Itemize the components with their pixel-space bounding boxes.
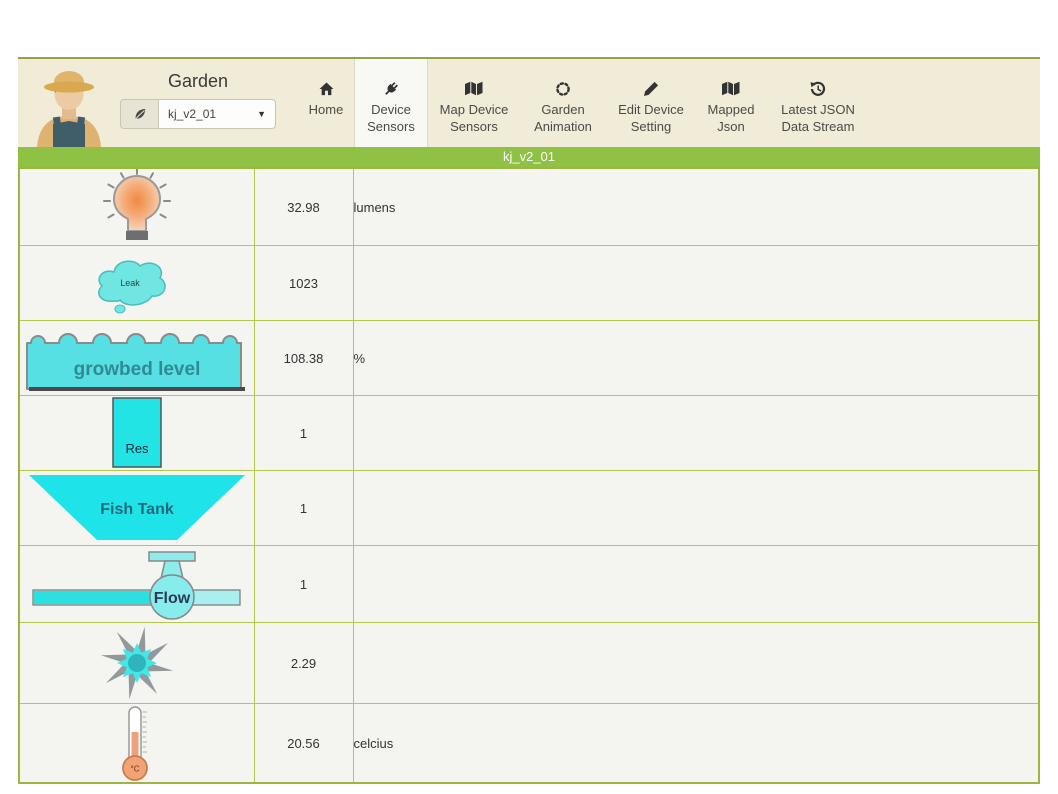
- sensor-unit: [352, 622, 1040, 704]
- sensor-row-leak: Leak 1023: [18, 245, 1040, 321]
- nav-label: Latest JSON Data Stream: [781, 102, 855, 134]
- device-title-banner: kj_v2_01: [18, 147, 1040, 167]
- sensor-value: 108.38: [253, 320, 354, 396]
- fish-tank-icon: Fish Tank: [28, 475, 245, 540]
- nav-label: Home: [308, 102, 344, 117]
- nav-item-device-sensors[interactable]: Device Sensors: [354, 59, 428, 147]
- flow-label: Flow: [154, 590, 191, 607]
- sensor-icon-cell: growbed level: [18, 320, 255, 396]
- sensor-icon-cell: [18, 622, 255, 704]
- plug-icon: [383, 79, 399, 98]
- device-select[interactable]: kj_v2_01 ▼: [158, 99, 276, 129]
- page-container: Garden kj_v2_01 ▼: [18, 57, 1040, 784]
- leaf-icon: [134, 109, 145, 120]
- map-icon: [465, 79, 483, 98]
- sensor-row-light: 32.98 lumens: [18, 167, 1040, 246]
- reservoir-icon: Res: [112, 397, 162, 468]
- sensor-icon-cell: Leak: [18, 245, 255, 321]
- sensor-value: 32.98: [253, 167, 354, 246]
- nav-label: Edit Device Setting: [618, 102, 684, 134]
- reservoir-label: Res: [125, 441, 149, 456]
- nav-label: Device Sensors: [367, 102, 415, 134]
- brand-section: Garden kj_v2_01 ▼: [18, 59, 282, 147]
- sensor-row-flow: Flow 1: [18, 545, 1040, 623]
- fish-tank-label: Fish Tank: [100, 501, 174, 518]
- farmer-avatar: [26, 61, 112, 147]
- nav-item-garden-animation[interactable]: Garden Animation: [520, 59, 606, 147]
- history-icon: [810, 79, 826, 98]
- sensor-table: 32.98 lumens Leak 1023 growbed level: [18, 167, 1040, 784]
- sensor-unit: %: [352, 320, 1040, 396]
- sensor-row-reservoir: Res 1: [18, 395, 1040, 471]
- sensor-value: 20.56: [253, 703, 354, 784]
- chevron-down-icon: ▼: [257, 109, 266, 119]
- leaf-addon: [120, 99, 158, 129]
- sensor-icon-cell: °C: [18, 703, 255, 784]
- sensor-icon-cell: Fish Tank: [18, 470, 255, 546]
- nav-label: Map Device Sensors: [439, 102, 509, 134]
- impeller-icon: [100, 626, 173, 700]
- spinner-icon: [555, 79, 571, 98]
- sensor-icon-cell: Flow: [18, 545, 255, 623]
- sensor-row-growbed-level: growbed level 108.38 %: [18, 320, 1040, 396]
- sensor-unit: lumens: [352, 167, 1040, 246]
- sensor-unit: celcius: [352, 703, 1040, 784]
- nav-item-edit-device-setting[interactable]: Edit Device Setting: [606, 59, 696, 147]
- sensor-value: 1023: [253, 245, 354, 321]
- sensor-value: 1: [253, 470, 354, 546]
- device-select-value: kj_v2_01: [168, 107, 217, 121]
- nav-item-mapped-json[interactable]: Mapped Json: [696, 59, 766, 147]
- sensor-value: 1: [253, 545, 354, 623]
- app-title: Garden: [167, 71, 229, 91]
- sensor-unit: [352, 470, 1040, 546]
- sensor-unit: [352, 395, 1040, 471]
- map-icon: [722, 79, 740, 98]
- sensor-value: 2.29: [253, 622, 354, 704]
- brand-column: Garden kj_v2_01 ▼: [114, 59, 282, 129]
- sensor-unit: [352, 245, 1040, 321]
- pencil-icon: [643, 79, 659, 98]
- nav-item-map-device-sensors[interactable]: Map Device Sensors: [428, 59, 520, 147]
- leak-cloud-icon: Leak: [97, 260, 166, 314]
- flow-valve-icon: Flow: [32, 551, 241, 620]
- growbed-level-icon: growbed level: [25, 333, 245, 391]
- nav-item-home[interactable]: Home: [298, 59, 354, 147]
- farmer-avatar-icon: [37, 71, 101, 147]
- sensor-icon-cell: [18, 167, 255, 246]
- device-select-group: kj_v2_01 ▼: [120, 99, 276, 129]
- leak-label: Leak: [120, 278, 140, 288]
- sensor-row-fish-tank: Fish Tank 1: [18, 470, 1040, 546]
- app-header: Garden kj_v2_01 ▼: [18, 57, 1040, 147]
- nav-label: Garden Animation: [534, 102, 592, 134]
- thermometer-icon: °C: [121, 706, 148, 781]
- sensor-icon-cell: Res: [18, 395, 255, 471]
- sensor-unit: [352, 545, 1040, 623]
- sensor-row-temperature: °C 20.56 celcius: [18, 703, 1040, 784]
- growbed-label: growbed level: [73, 359, 200, 380]
- thermometer-label: °C: [130, 765, 139, 774]
- sensor-value: 1: [253, 395, 354, 471]
- home-icon: [319, 79, 334, 98]
- sensor-row-impeller: 2.29: [18, 622, 1040, 704]
- nav-item-latest-json-stream[interactable]: Latest JSON Data Stream: [766, 59, 870, 147]
- light-bulb-icon: [102, 168, 171, 240]
- main-nav: Home Device Sensors Map Device Sensors G…: [298, 59, 870, 147]
- nav-label: Mapped Json: [707, 102, 755, 134]
